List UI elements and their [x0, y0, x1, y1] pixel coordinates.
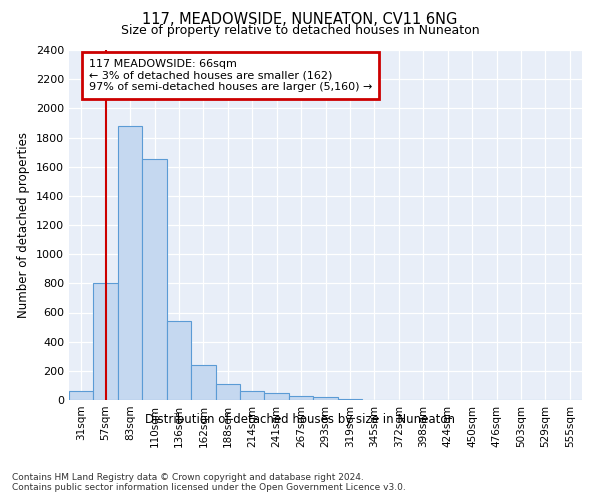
Bar	[289, 396, 313, 400]
Bar	[215, 384, 240, 400]
Text: Contains public sector information licensed under the Open Government Licence v3: Contains public sector information licen…	[12, 484, 406, 492]
Text: Contains HM Land Registry data © Crown copyright and database right 2024.: Contains HM Land Registry data © Crown c…	[12, 472, 364, 482]
Text: 117, MEADOWSIDE, NUNEATON, CV11 6NG: 117, MEADOWSIDE, NUNEATON, CV11 6NG	[142, 12, 458, 26]
Y-axis label: Number of detached properties: Number of detached properties	[17, 132, 31, 318]
Text: 117 MEADOWSIDE: 66sqm
← 3% of detached houses are smaller (162)
97% of semi-deta: 117 MEADOWSIDE: 66sqm ← 3% of detached h…	[89, 59, 372, 92]
Bar	[191, 365, 215, 400]
Text: Distribution of detached houses by size in Nuneaton: Distribution of detached houses by size …	[145, 412, 455, 426]
Text: Size of property relative to detached houses in Nuneaton: Size of property relative to detached ho…	[121, 24, 479, 37]
Bar	[94, 284, 118, 400]
Bar	[142, 160, 167, 400]
Bar	[313, 397, 338, 400]
Bar	[167, 322, 191, 400]
Bar	[240, 391, 265, 400]
Bar	[265, 392, 289, 400]
Bar	[118, 126, 142, 400]
Bar	[69, 391, 94, 400]
